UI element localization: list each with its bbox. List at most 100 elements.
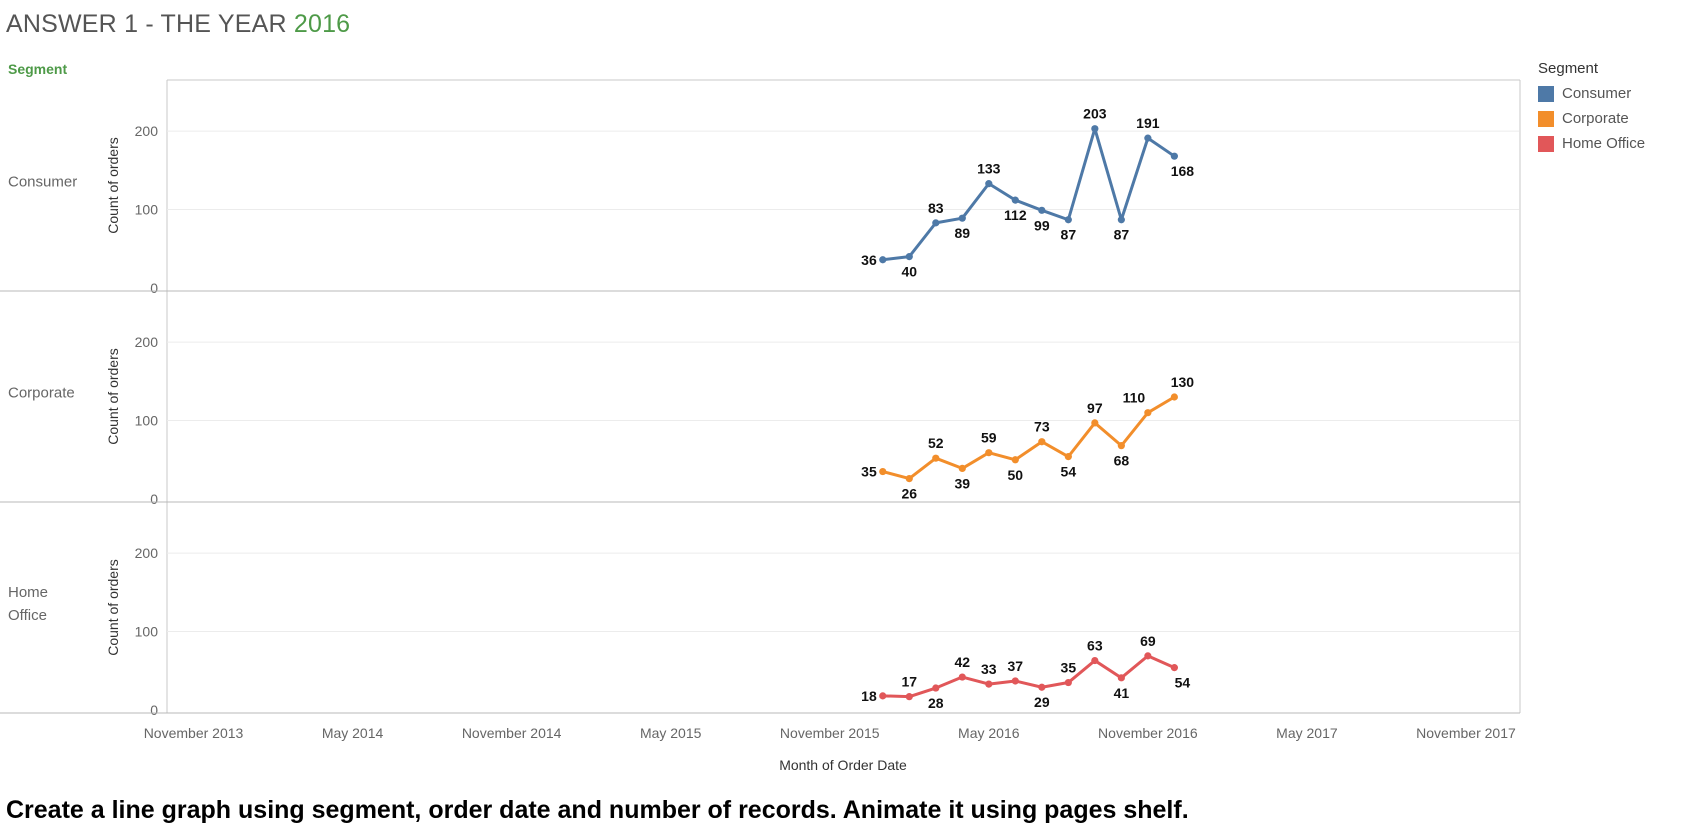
segment-row-label: Consumer [8,174,77,191]
segment-row-label: Corporate [8,385,75,402]
data-label: 87 [1061,227,1077,243]
segment-row-label: Office [8,607,47,624]
x-tick-label: November 2016 [1098,725,1198,741]
y-tick-label: 100 [135,624,159,640]
data-label: 112 [1004,207,1027,223]
data-point [1091,125,1099,133]
data-label: 83 [928,200,944,216]
data-label: 168 [1171,163,1195,179]
data-point [932,684,940,692]
data-point [958,214,966,222]
x-tick-label: May 2015 [640,725,702,741]
data-label: 35 [861,464,877,480]
data-point [1011,677,1019,685]
data-label: 110 [1123,390,1146,406]
data-label: 97 [1087,400,1103,416]
data-point [1144,134,1152,142]
data-point [1011,456,1019,464]
x-axis-title: Month of Order Date [779,757,907,773]
data-label: 63 [1087,638,1103,654]
data-point [1117,442,1125,450]
legend-label: Home Office [1562,135,1646,152]
data-point [879,256,887,264]
x-tick-label: November 2015 [780,725,880,741]
data-label: 40 [901,264,917,280]
y-tick-label: 100 [135,202,159,218]
data-point [985,680,993,688]
data-point [1117,216,1125,224]
data-label: 133 [977,161,1001,177]
data-label: 69 [1140,633,1156,649]
legend-item-consumer[interactable]: Consumer [1538,81,1645,106]
legend-item-home-office[interactable]: Home Office [1538,131,1645,156]
series-line [881,654,1176,699]
data-point [1170,152,1178,160]
legend-title: Segment [1538,60,1599,77]
data-point [1144,652,1152,660]
data-point [932,219,940,227]
title-prefix: ANSWER 1 - THE YEAR [6,10,294,38]
data-point [985,180,993,188]
data-point [1064,216,1072,224]
data-label: 50 [1008,467,1024,483]
data-point [905,475,913,483]
instruction-text: Create a line graph using segment, order… [6,796,1189,824]
series-line [881,395,1176,481]
data-label: 35 [1061,660,1077,676]
data-point [1064,453,1072,461]
legend-swatch [1538,135,1554,152]
data-label: 203 [1083,106,1107,122]
y-tick-label: 100 [135,413,159,429]
data-label: 89 [955,225,971,241]
x-tick-label: May 2014 [322,725,384,741]
data-label: 28 [928,695,944,711]
x-tick-label: May 2017 [1276,725,1338,741]
data-label: 42 [955,654,971,670]
data-point [905,253,913,261]
data-point [1144,409,1152,417]
data-point [1064,678,1072,687]
data-label: 36 [861,252,877,268]
data-point [879,467,887,476]
title-year: 2016 [293,10,351,38]
legend-swatch [1538,85,1554,102]
x-tick-label: November 2017 [1416,725,1516,741]
data-point [1091,656,1099,665]
data-point [1117,674,1125,682]
legend: Segment Consumer Corporate Home Office [1538,60,1645,156]
data-point [958,673,966,681]
data-label: 130 [1171,374,1195,390]
data-label: 18 [861,688,877,704]
data-point [932,454,940,462]
segment-column-header: Segment [8,61,68,77]
data-label: 39 [955,475,971,491]
data-label: 99 [1034,217,1050,233]
data-label: 52 [928,435,944,451]
x-tick-label: November 2014 [462,725,562,741]
y-tick-label: 200 [135,545,159,561]
data-point [985,449,993,457]
legend-label: Corporate [1562,110,1629,127]
chart-title: ANSWER 1 - THE YEAR 2016 [6,10,350,39]
line-chart: 0 100 200 Consumer Count of orders 36 40 83 89 13… [0,79,1521,773]
legend-label: Consumer [1562,85,1632,102]
y-tick-label: 0 [150,280,158,296]
y-tick-label: 0 [150,491,158,507]
y-axis-title: Count of orders [105,559,121,656]
data-point [1091,419,1099,427]
x-tick-label: November 2013 [144,725,244,741]
data-point [905,693,913,701]
y-axis-title: Count of orders [105,137,121,234]
legend-item-corporate[interactable]: Corporate [1538,106,1645,131]
data-point [1038,683,1046,691]
data-point [958,464,966,472]
data-label: 41 [1114,685,1130,701]
data-point [1011,196,1019,204]
y-tick-label: 200 [135,123,159,139]
data-label: 68 [1114,453,1130,469]
data-point [1170,393,1178,401]
y-tick-label: 0 [150,702,158,718]
segment-row-label: Home [8,584,48,601]
data-label: 33 [981,661,997,677]
data-point [1170,664,1178,672]
